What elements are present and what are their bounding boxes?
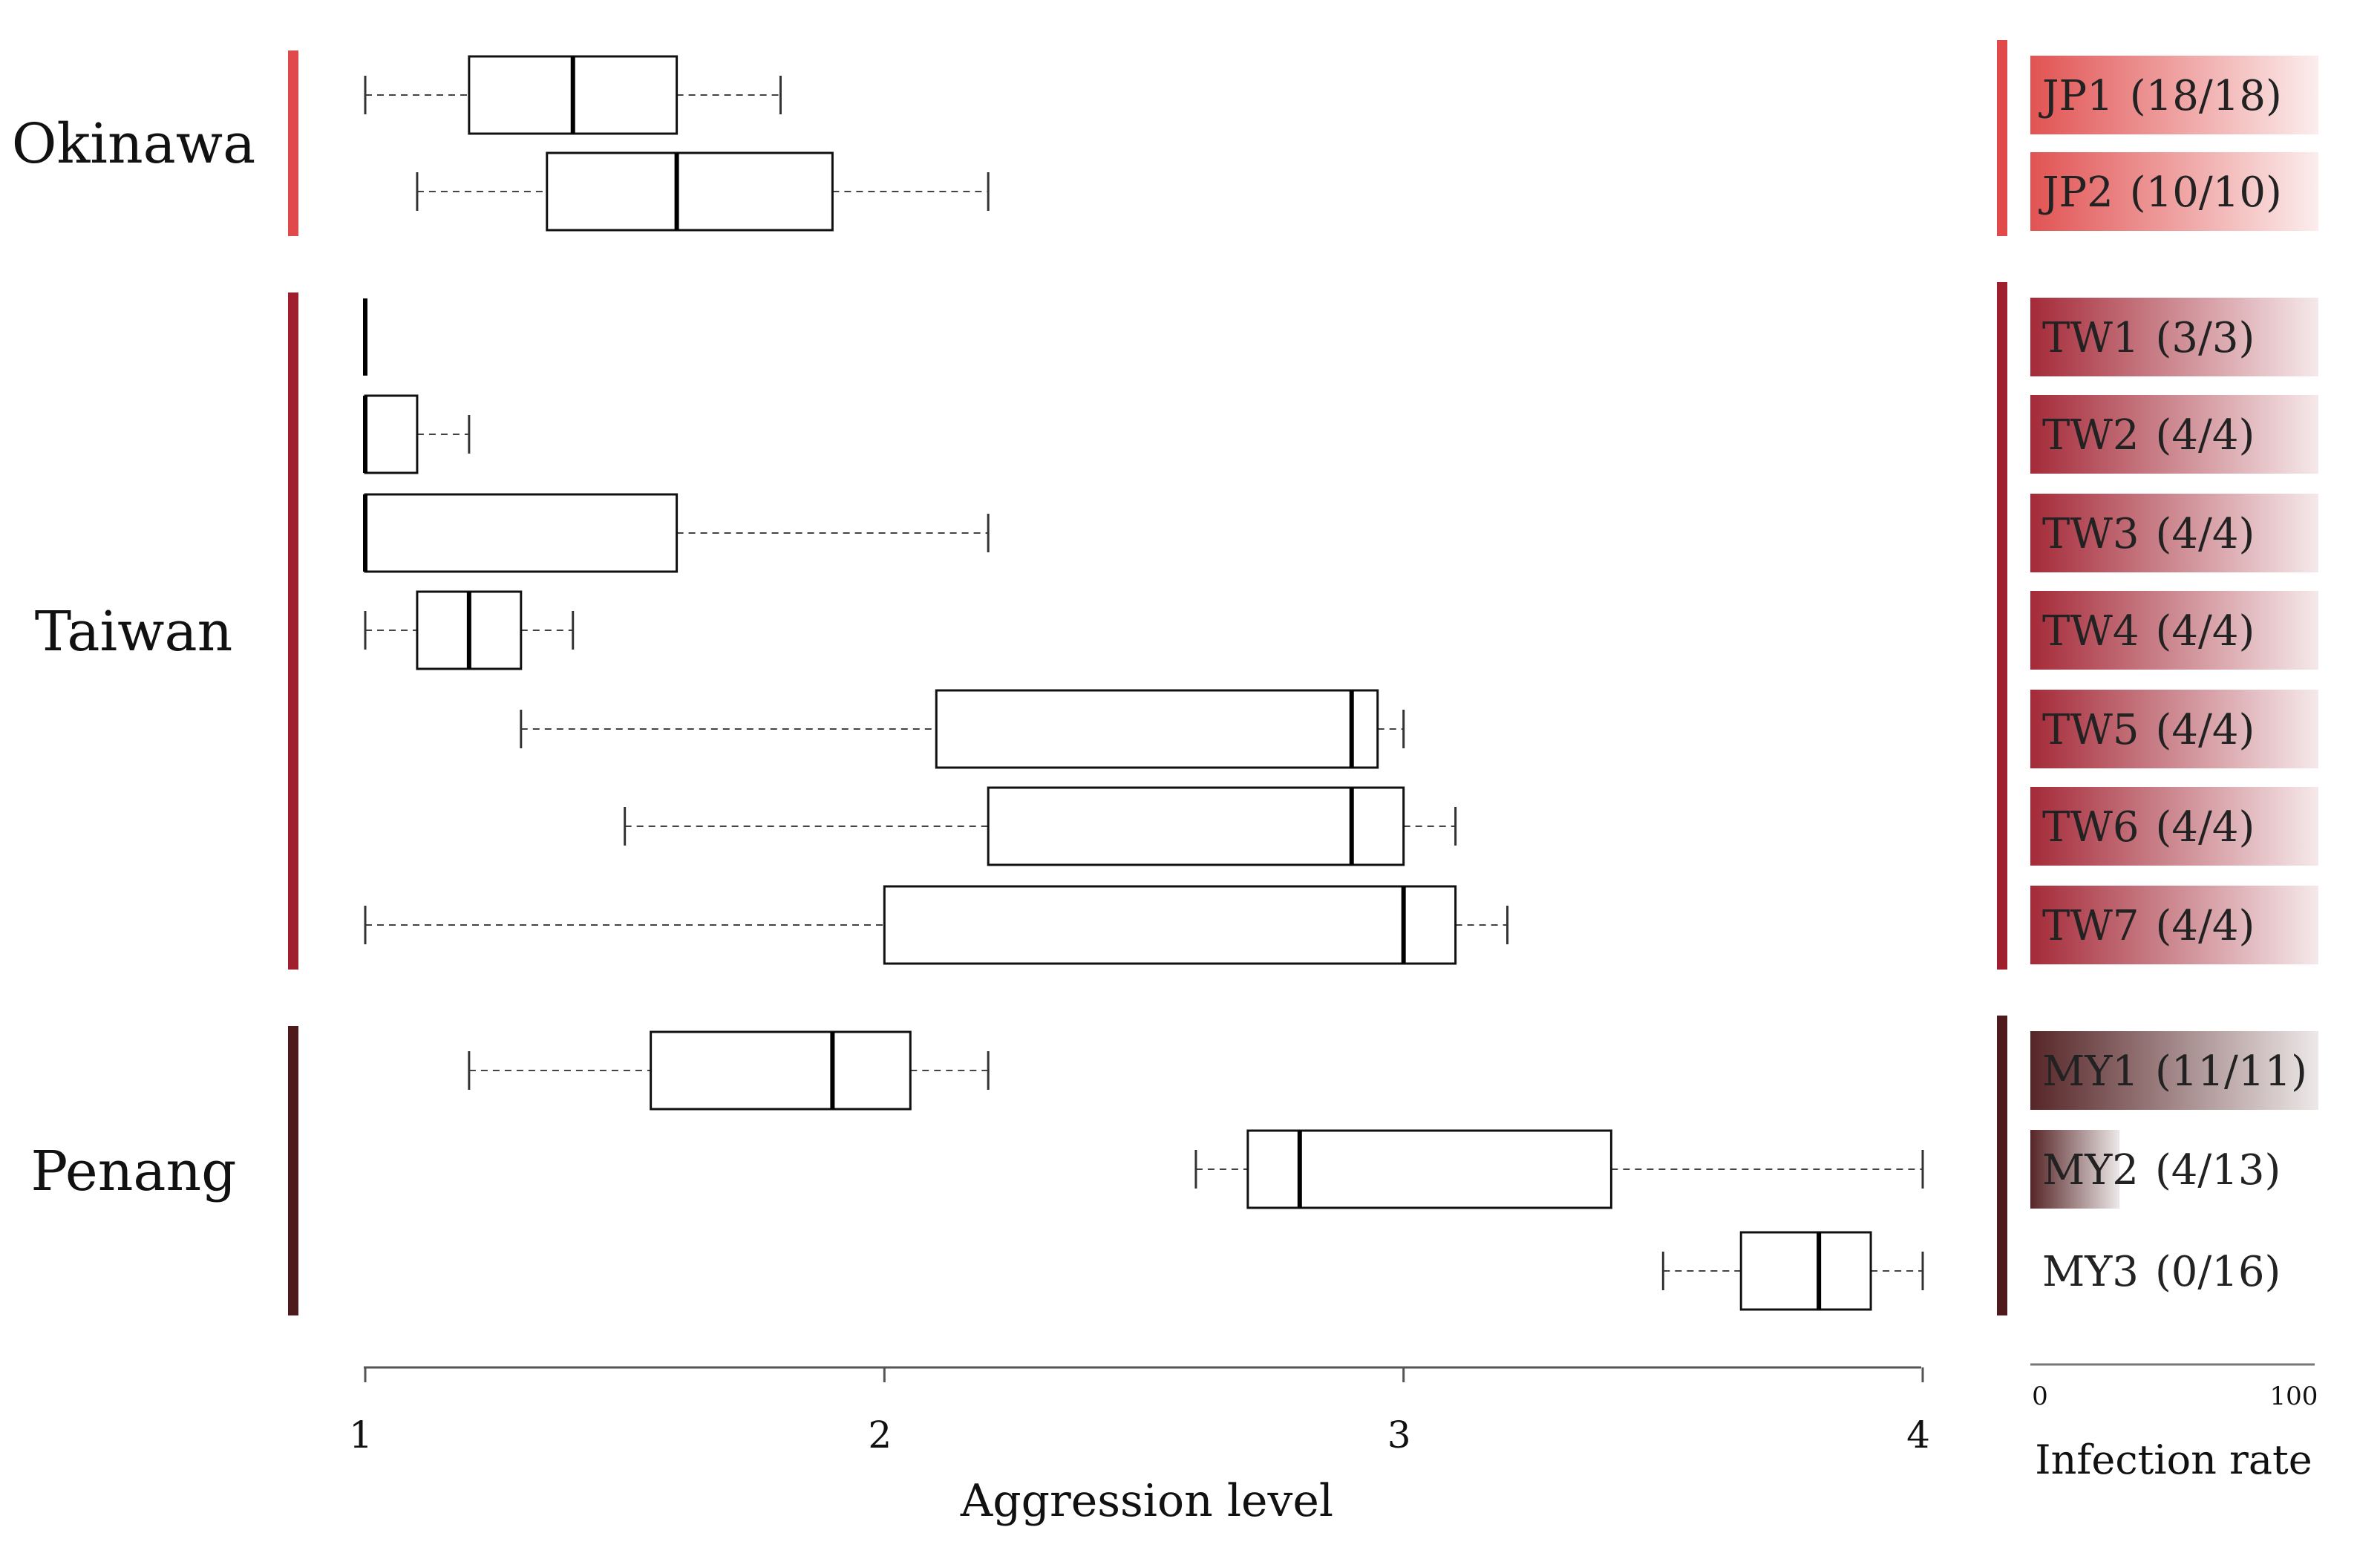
rate-bar-tw1 (2030, 298, 2318, 376)
group-bar-taiwan (288, 292, 298, 970)
rate-axis-min-label: 0 (2032, 1382, 2048, 1411)
pop-label-tw6: TW6 (4/4) (2042, 803, 2255, 851)
pop-label-my3: MY3 (0/16) (2042, 1248, 2281, 1296)
boxplot-my3 (1661, 1231, 1924, 1311)
box-jp2 (546, 151, 834, 232)
rate-bar-tw7 (2030, 886, 2318, 964)
boxplot-tw7 (364, 885, 1509, 965)
boxplot-tw3 (363, 493, 990, 573)
pop-label-jp2: JP2 (10/10) (2039, 169, 2282, 217)
x-tick-label-3: 3 (1387, 1413, 1411, 1457)
box-my1 (650, 1030, 912, 1111)
boxplot-jp2 (416, 151, 990, 232)
pop-label-my1: MY1 (11/11) (2042, 1047, 2307, 1096)
rate-bar-my1 (2030, 1031, 2318, 1110)
rate-bar-tw5 (2030, 690, 2318, 768)
box-tw7 (883, 885, 1457, 965)
group-label-taiwan: Taiwan (35, 600, 233, 664)
x-tick-label-1: 1 (349, 1413, 373, 1457)
rate-group-bar-okinawa (1997, 40, 2007, 236)
box-tw2 (364, 394, 419, 474)
rate-group-bar-taiwan (1997, 282, 2007, 970)
group-label-penang: Penang (30, 1140, 236, 1203)
boxplots (363, 55, 1924, 1311)
pop-label-jp1: JP1 (18/18) (2039, 72, 2282, 120)
group-label-okinawa: Okinawa (12, 112, 255, 176)
rate-axis-max-label: 100 (2270, 1382, 2318, 1411)
box-tw3 (364, 493, 679, 573)
pop-label-tw5: TW5 (4/4) (2042, 706, 2255, 754)
x-tick-label-2: 2 (868, 1413, 892, 1457)
pop-label-tw3: TW3 (4/4) (2042, 510, 2255, 558)
boxplot-tw2 (363, 394, 471, 474)
rate-bar-tw2 (2030, 395, 2318, 474)
box-tw6 (987, 786, 1405, 866)
rate-bar-tw4 (2030, 591, 2318, 670)
x-axis: 1 2 3 4 (349, 1366, 1930, 1457)
box-my2 (1246, 1129, 1612, 1209)
infection-rate-axis: 0 100 Infection rate (2030, 1363, 2318, 1483)
rate-bar-my2 (2030, 1130, 2120, 1209)
boxplot-tw4 (364, 590, 575, 670)
rate-bar-jp1 (2030, 56, 2318, 134)
boxplot-tw6 (624, 786, 1457, 866)
group-bars: Okinawa Taiwan Penang (12, 50, 298, 1315)
x-tick-label-4: 4 (1906, 1413, 1930, 1457)
box-my3 (1739, 1231, 1872, 1311)
pop-label-tw7: TW7 (4/4) (2042, 902, 2255, 950)
rate-bar-tw3 (2030, 494, 2318, 572)
infection-rate-panel: JP1 (18/18) JP2 (10/10) TW1 (3/3) TW2 (4/4) TW3(… (1997, 40, 2318, 1315)
rate-axis-title: Infection rate (2035, 1436, 2312, 1483)
pop-label-tw1: TW1 (3/3) (2042, 314, 2255, 362)
rate-bar-tw6 (2030, 787, 2318, 866)
pop-label-my2: MY2 (4/13) (2042, 1146, 2281, 1194)
boxplot-my2 (1194, 1129, 1924, 1209)
rate-bar-jp2 (2030, 152, 2318, 231)
boxplot-jp1 (364, 55, 782, 135)
group-bar-penang (288, 1026, 298, 1315)
boxplot-tw5 (520, 689, 1405, 769)
box-tw5 (935, 689, 1379, 769)
rate-group-bar-penang (1997, 1016, 2007, 1315)
x-axis-title: Aggression level (960, 1475, 1333, 1527)
pop-label-tw2: TW2 (4/4) (2042, 411, 2255, 460)
group-bar-okinawa (288, 50, 298, 236)
boxplot-my1 (468, 1030, 990, 1111)
pop-label-tw4: TW4 (4/4) (2042, 607, 2255, 656)
